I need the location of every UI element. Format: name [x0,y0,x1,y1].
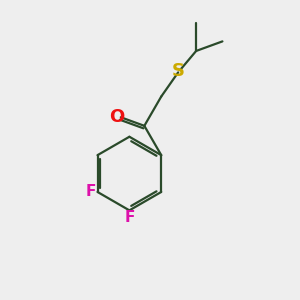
Text: S: S [172,61,185,80]
Text: F: F [124,210,135,225]
Text: F: F [85,184,96,200]
Text: O: O [109,108,124,126]
